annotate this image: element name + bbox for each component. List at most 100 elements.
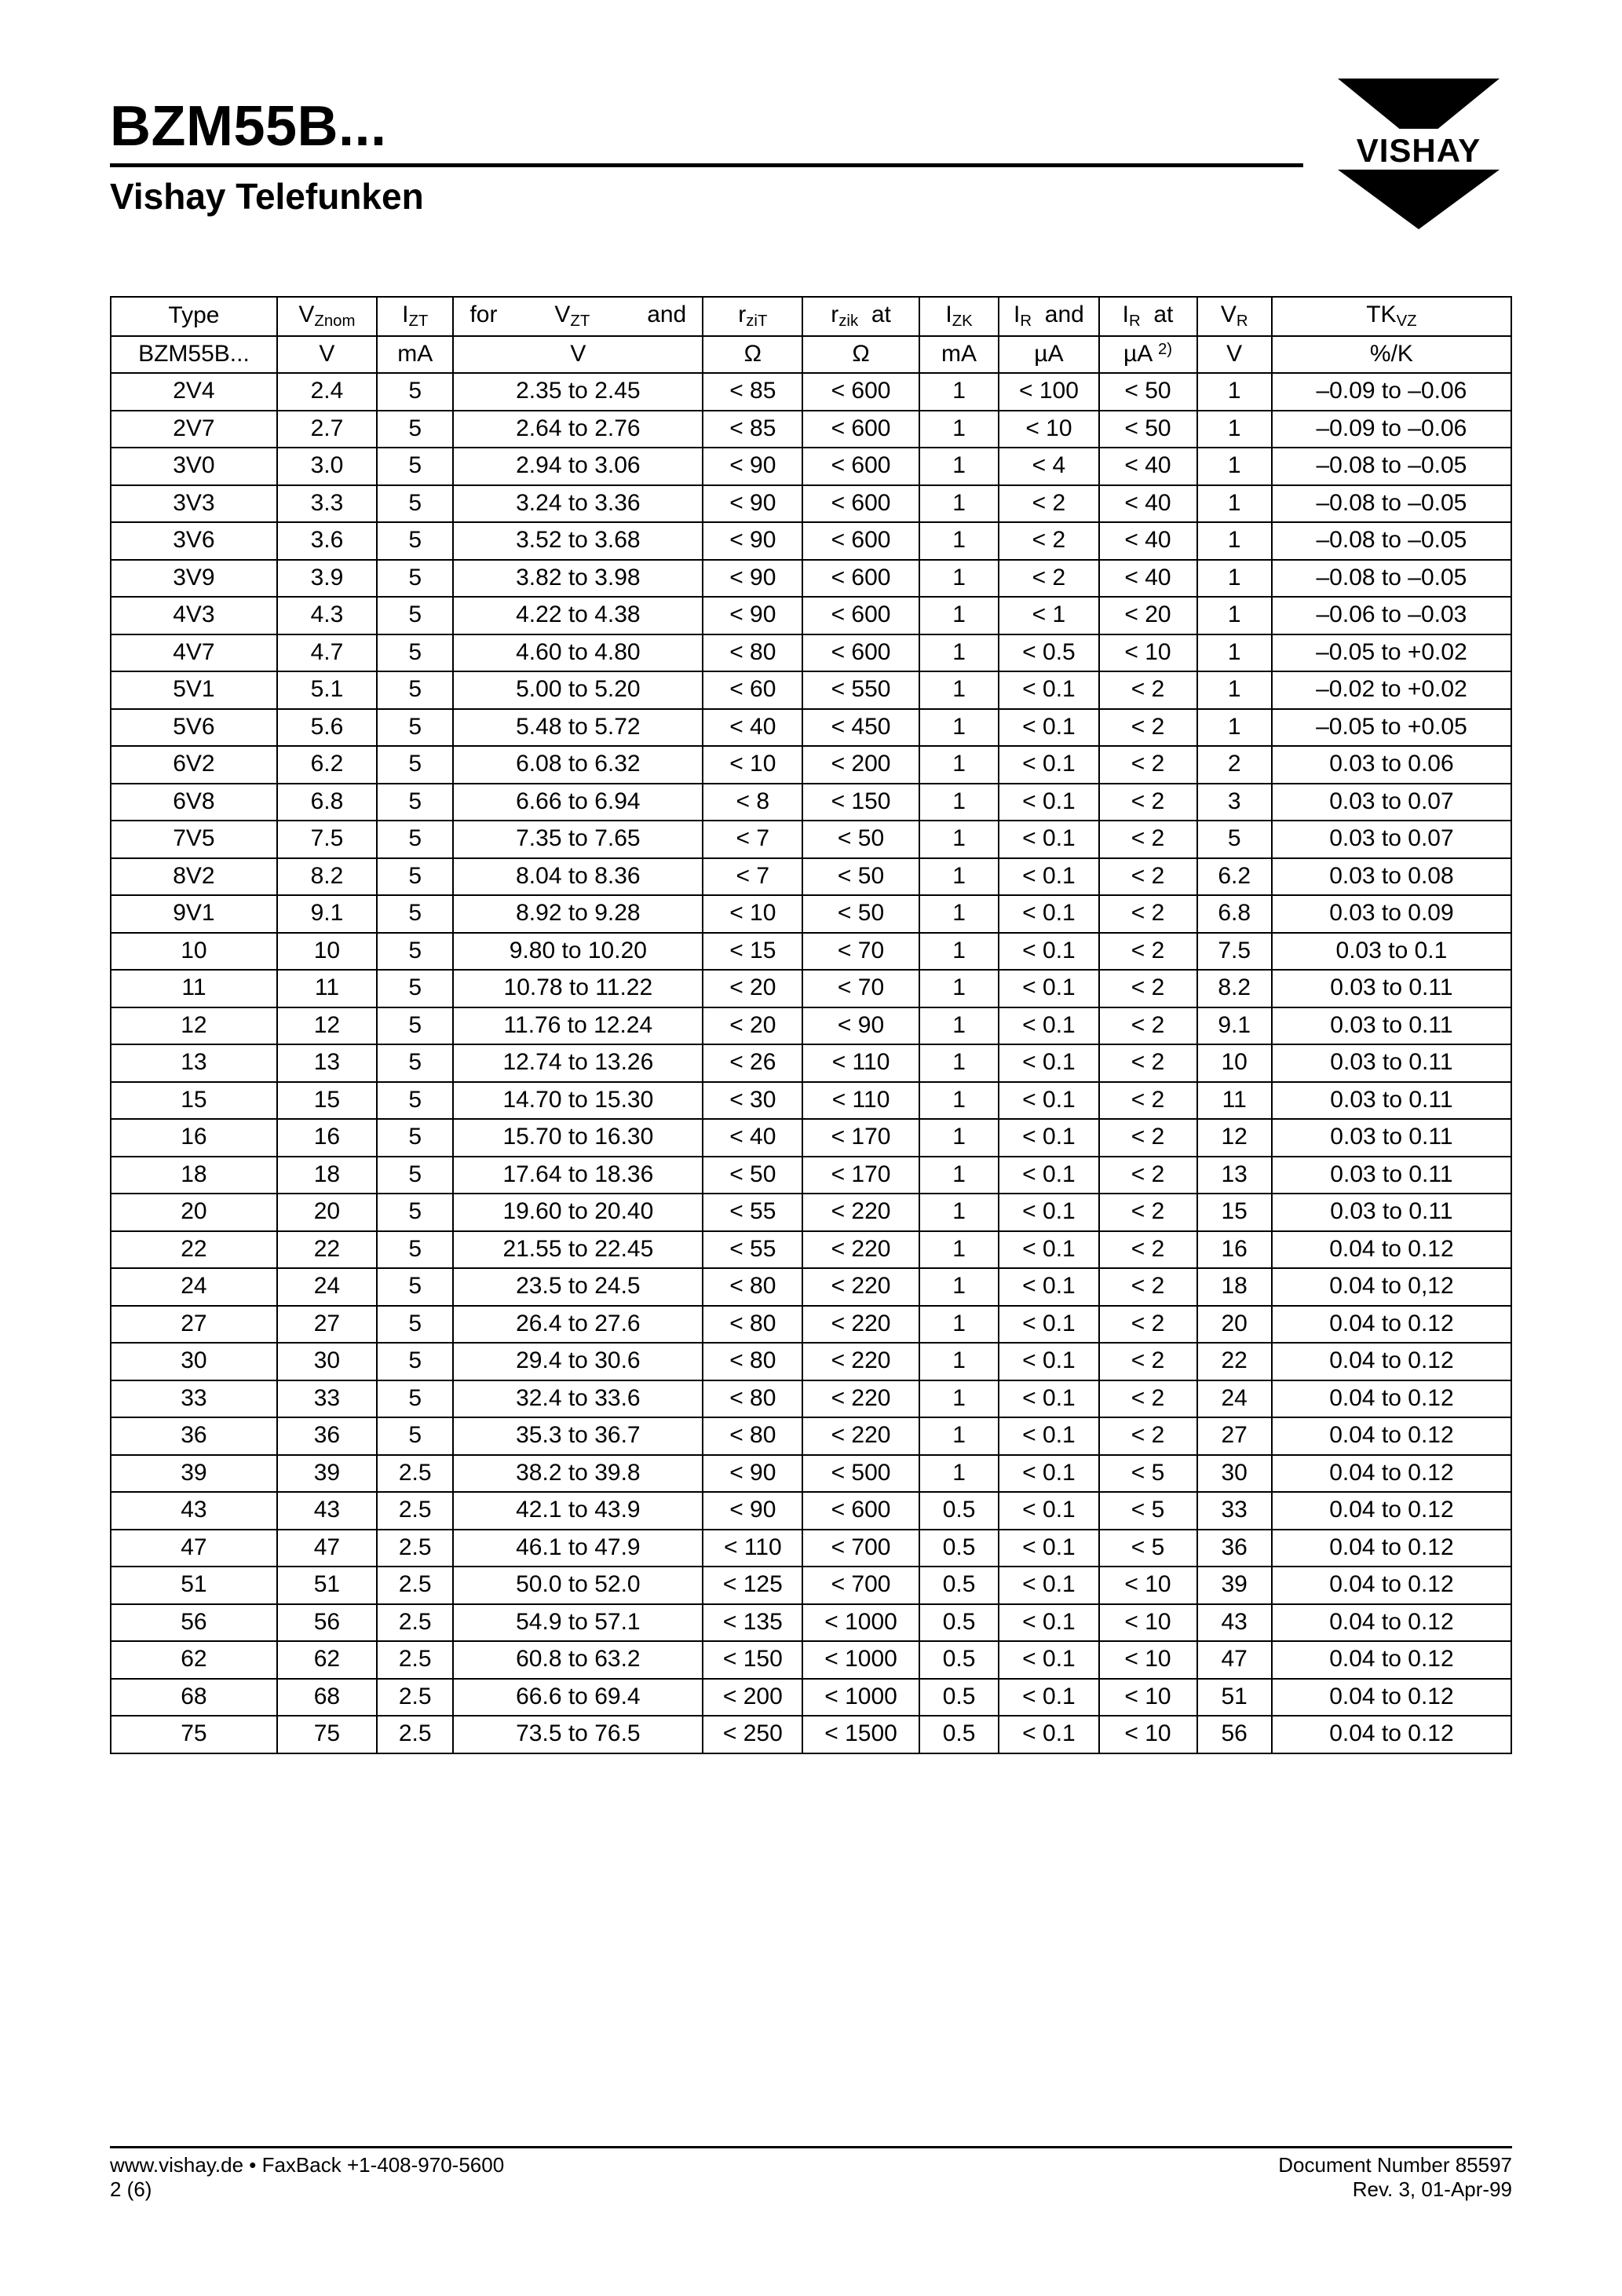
table-cell: 19.60 to 20.40 (453, 1194, 703, 1231)
table-cell: 3 (1197, 784, 1272, 821)
table-cell: 18 (111, 1157, 277, 1194)
table-cell: 56 (1197, 1716, 1272, 1753)
table-cell: 0.5 (919, 1492, 999, 1530)
table-cell: 54.9 to 57.1 (453, 1604, 703, 1642)
table-cell: 30 (111, 1343, 277, 1380)
hdr-ir1-sym: IR (1014, 302, 1032, 327)
table-cell: 4.7 (277, 634, 377, 672)
hdr-vr: VR (1197, 297, 1272, 336)
table-cell: 75 (111, 1716, 277, 1753)
table-cell: 68 (111, 1679, 277, 1717)
table-cell: < 2 (1099, 1380, 1197, 1418)
table-cell: 39 (111, 1455, 277, 1493)
table-cell: 14.70 to 15.30 (453, 1082, 703, 1120)
table-cell: 51 (111, 1567, 277, 1604)
table-cell: 15.70 to 16.30 (453, 1119, 703, 1157)
table-cell: 39 (1197, 1567, 1272, 1604)
table-cell: < 1 (999, 597, 1098, 634)
footer-page: 2 (6) (110, 2177, 504, 2202)
table-cell: 1 (919, 411, 999, 448)
table-cell: 12 (1197, 1119, 1272, 1157)
table-cell: < 2 (1099, 1343, 1197, 1380)
table-cell: < 2 (1099, 1306, 1197, 1344)
table-cell: 5 (377, 1082, 453, 1120)
table-cell: 0.04 to 0.12 (1272, 1343, 1511, 1380)
table-cell: 17.64 to 18.36 (453, 1157, 703, 1194)
footer-rev: Rev. 3, 01-Apr-99 (1278, 2177, 1512, 2202)
table-cell: 1 (919, 560, 999, 598)
table-cell: < 40 (1099, 522, 1197, 560)
table-cell: 10 (1197, 1044, 1272, 1082)
table-cell: < 7 (703, 821, 802, 858)
table-cell: < 2 (999, 485, 1098, 523)
table-row: 8V28.258.04 to 8.36< 7< 501< 0.1< 26.20.… (111, 858, 1511, 896)
table-cell: < 220 (802, 1268, 919, 1306)
table-cell: 1 (919, 1044, 999, 1082)
table-cell: 4V3 (111, 597, 277, 634)
table-cell: 2.5 (377, 1455, 453, 1493)
table-cell: < 600 (802, 373, 919, 411)
table-cell: < 0.1 (999, 784, 1098, 821)
table-cell: 30 (277, 1343, 377, 1380)
table-cell: < 2 (1099, 1194, 1197, 1231)
table-cell: 7.5 (1197, 933, 1272, 971)
table-cell: 1 (1197, 448, 1272, 485)
table-cell: 0.5 (919, 1716, 999, 1753)
table-row: 3333532.4 to 33.6< 80< 2201< 0.1< 2240.0… (111, 1380, 1511, 1418)
table-row: 7V57.557.35 to 7.65< 7< 501< 0.1< 250.03… (111, 821, 1511, 858)
unit-rzit: Ω (703, 336, 802, 374)
table-cell: < 2 (1099, 1119, 1197, 1157)
table-cell: 0.5 (919, 1530, 999, 1567)
table-cell: 15 (1197, 1194, 1272, 1231)
table-cell: 1 (919, 709, 999, 747)
table-cell: < 80 (703, 1380, 802, 1418)
table-cell: 5 (377, 746, 453, 784)
hdr-ir2-sym: IR (1123, 302, 1141, 327)
table-cell: –0.08 to –0.05 (1272, 448, 1511, 485)
table-cell: 47 (1197, 1641, 1272, 1679)
table-cell: 6V8 (111, 784, 277, 821)
table-cell: 6.8 (1197, 895, 1272, 933)
table-cell: 3V6 (111, 522, 277, 560)
table-cell: < 50 (802, 821, 919, 858)
table-cell: < 85 (703, 373, 802, 411)
table-cell: 75 (277, 1716, 377, 1753)
table-cell: < 2 (1099, 709, 1197, 747)
table-header-row-2: BZM55B... V mA V Ω Ω mA µA µA 2) V %/K (111, 336, 1511, 374)
table-cell: < 90 (703, 448, 802, 485)
table-cell: 8.04 to 8.36 (453, 858, 703, 896)
hdr-izt: IZT (377, 297, 453, 336)
hdr-rzik: rzik at (802, 297, 919, 336)
table-cell: 5 (377, 709, 453, 747)
table-cell: 1 (919, 1343, 999, 1380)
table-cell: < 2 (1099, 746, 1197, 784)
table-row: 4V34.354.22 to 4.38< 90< 6001< 1< 201–0.… (111, 597, 1511, 634)
table-cell: 0.04 to 0.12 (1272, 1380, 1511, 1418)
table-row: 3636535.3 to 36.7< 80< 2201< 0.1< 2270.0… (111, 1417, 1511, 1455)
table-cell: 1 (1197, 634, 1272, 672)
table-cell: < 90 (703, 597, 802, 634)
table-cell: 9.1 (1197, 1007, 1272, 1045)
table-cell: 16 (277, 1119, 377, 1157)
table-cell: 43 (111, 1492, 277, 1530)
table-cell: 3.9 (277, 560, 377, 598)
table-cell: 16 (1197, 1231, 1272, 1269)
table-cell: < 150 (703, 1641, 802, 1679)
table-cell: < 200 (703, 1679, 802, 1717)
table-cell: < 220 (802, 1380, 919, 1418)
table-cell: 15 (111, 1082, 277, 1120)
table-cell: < 8 (703, 784, 802, 821)
table-cell: < 135 (703, 1604, 802, 1642)
table-cell: 1 (919, 671, 999, 709)
hdr-tk: TKVZ (1272, 297, 1511, 336)
table-cell: 2.5 (377, 1604, 453, 1642)
table-cell: < 150 (802, 784, 919, 821)
table-cell: 36 (111, 1417, 277, 1455)
table-cell: 0.04 to 0.12 (1272, 1641, 1511, 1679)
table-cell: 2.7 (277, 411, 377, 448)
table-cell: 2.35 to 2.45 (453, 373, 703, 411)
table-row: 3V03.052.94 to 3.06< 90< 6001< 4< 401–0.… (111, 448, 1511, 485)
hdr-type: Type (111, 297, 277, 336)
table-cell: 6.2 (1197, 858, 1272, 896)
table-cell: < 2 (1099, 1157, 1197, 1194)
